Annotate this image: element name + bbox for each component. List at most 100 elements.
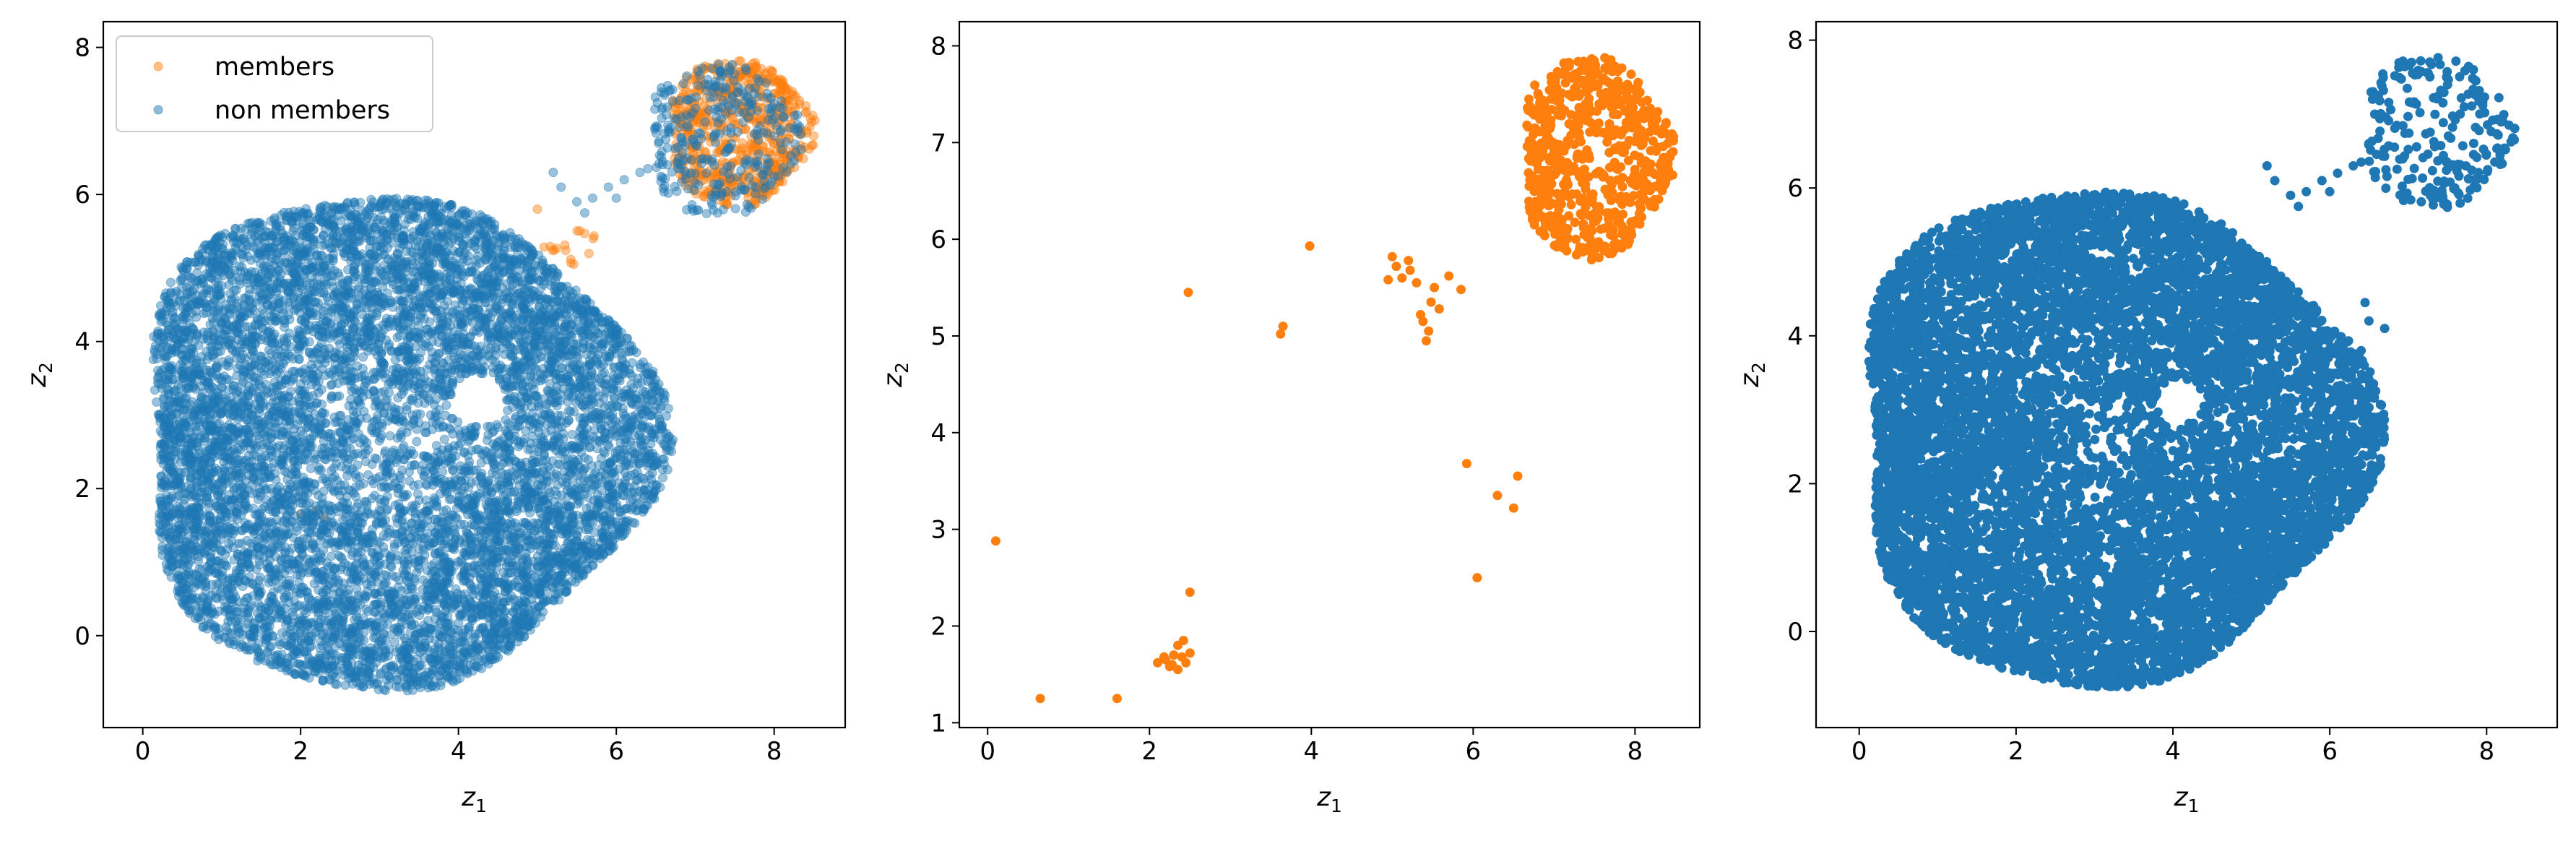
point [770, 159, 780, 169]
point [730, 98, 740, 108]
point [709, 187, 719, 197]
point [714, 147, 724, 158]
point [782, 97, 792, 107]
point [698, 176, 708, 185]
point [696, 82, 706, 92]
point [722, 178, 732, 188]
point [716, 189, 726, 199]
point [700, 64, 710, 74]
point [757, 92, 767, 102]
point [772, 110, 782, 120]
point [766, 150, 777, 160]
point [670, 102, 680, 112]
point [790, 147, 800, 158]
point [774, 176, 785, 186]
point [790, 103, 800, 113]
point [756, 173, 766, 184]
point [714, 92, 725, 102]
point [727, 85, 737, 95]
point [683, 123, 693, 133]
point [793, 152, 803, 162]
point [729, 157, 739, 167]
point [688, 147, 698, 157]
point [719, 198, 729, 208]
point [761, 126, 771, 137]
point [764, 157, 774, 167]
point [762, 98, 772, 108]
point [670, 158, 680, 168]
point [807, 141, 817, 150]
point [726, 176, 736, 186]
point [703, 131, 712, 141]
point [688, 142, 699, 152]
point [699, 130, 709, 140]
point [777, 85, 787, 95]
point [545, 241, 556, 251]
point [719, 177, 729, 187]
point [687, 126, 697, 137]
point [745, 199, 756, 210]
point [793, 151, 803, 161]
point [751, 82, 761, 92]
point [720, 134, 730, 144]
point [795, 99, 805, 109]
point [738, 173, 748, 183]
point [722, 108, 731, 118]
point [575, 226, 585, 236]
point [784, 133, 794, 143]
point [727, 71, 737, 81]
point [718, 157, 728, 167]
point [758, 175, 768, 185]
point [561, 246, 571, 255]
point [693, 156, 704, 166]
point [715, 145, 725, 155]
point [710, 88, 720, 98]
point [773, 171, 783, 181]
point [756, 64, 766, 74]
point [712, 168, 722, 178]
point [706, 173, 717, 183]
point [745, 140, 755, 150]
point [756, 118, 766, 127]
point [695, 107, 704, 116]
point [759, 117, 769, 127]
point [532, 204, 543, 214]
point [746, 171, 756, 181]
point [753, 129, 763, 139]
point [735, 70, 745, 79]
point [754, 103, 764, 113]
point [680, 156, 690, 166]
point [795, 129, 805, 139]
point [771, 77, 782, 87]
point [698, 123, 708, 133]
point [770, 77, 779, 87]
point [717, 176, 727, 186]
point [751, 118, 761, 128]
point [713, 97, 723, 107]
point [735, 77, 745, 87]
point [704, 187, 714, 197]
point [766, 118, 777, 128]
point [725, 106, 735, 116]
point [776, 168, 786, 177]
point [770, 157, 780, 167]
point [693, 114, 703, 124]
point [763, 131, 773, 142]
point [696, 176, 706, 186]
point [714, 167, 723, 177]
point [712, 81, 722, 91]
point [749, 162, 759, 172]
point [686, 104, 696, 114]
point [781, 110, 791, 120]
point [776, 159, 786, 169]
point [720, 108, 730, 118]
point [701, 117, 712, 127]
point [738, 65, 748, 75]
point [794, 129, 804, 139]
point [712, 64, 722, 74]
point [787, 90, 797, 100]
point [740, 186, 750, 195]
point [719, 91, 729, 101]
point [764, 158, 774, 168]
point [740, 170, 751, 180]
